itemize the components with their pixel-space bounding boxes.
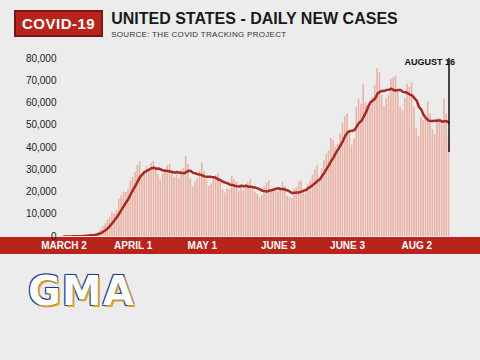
svg-text:20,000: 20,000 bbox=[26, 186, 57, 197]
svg-text:MAY 1: MAY 1 bbox=[188, 240, 218, 251]
svg-text:AUG 2: AUG 2 bbox=[401, 240, 432, 251]
svg-text:40,000: 40,000 bbox=[26, 142, 57, 153]
html-text:SOURCE: THE COVID TRACKING PRO: SOURCE: THE COVID TRACKING PROJECT bbox=[111, 30, 287, 39]
html-text:UNITED STATES - DAILY NEW CASE: UNITED STATES - DAILY NEW CASES bbox=[111, 10, 398, 27]
svg-text:30,000: 30,000 bbox=[26, 164, 57, 175]
svg-text:MARCH 2: MARCH 2 bbox=[41, 240, 87, 251]
html-text:COVID-19: COVID-19 bbox=[22, 15, 96, 32]
html-text:GMA: GMA bbox=[28, 268, 135, 314]
svg-text:80,000: 80,000 bbox=[26, 53, 57, 64]
svg-text:70,000: 70,000 bbox=[26, 75, 57, 86]
svg-text:0: 0 bbox=[50, 230, 57, 242]
svg-text:AUGUST 16: AUGUST 16 bbox=[404, 57, 455, 67]
svg-text:JUNE 3: JUNE 3 bbox=[261, 240, 296, 251]
svg-text:JUNE 3: JUNE 3 bbox=[330, 240, 365, 251]
svg-text:60,000: 60,000 bbox=[26, 97, 57, 108]
svg-text:10,000: 10,000 bbox=[26, 208, 57, 219]
svg-text:APRIL 1: APRIL 1 bbox=[114, 240, 153, 251]
svg-text:50,000: 50,000 bbox=[26, 119, 57, 130]
